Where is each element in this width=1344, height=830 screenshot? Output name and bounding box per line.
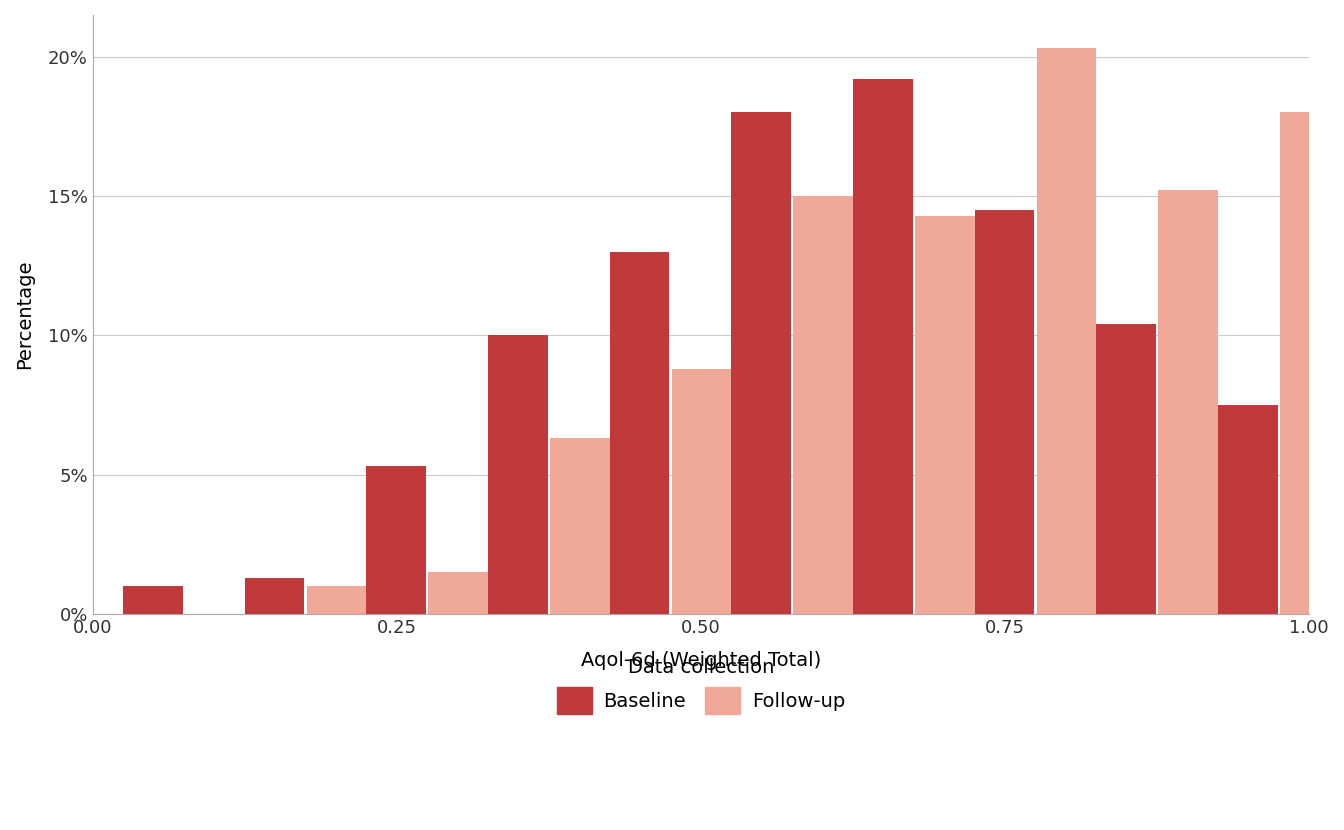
Bar <box>610 251 669 614</box>
Bar <box>1159 191 1218 614</box>
Bar <box>124 586 183 614</box>
Bar <box>793 196 853 614</box>
X-axis label: Aqol-6d (Weighted Total): Aqol-6d (Weighted Total) <box>581 651 821 670</box>
Legend: Baseline, Follow-up: Baseline, Follow-up <box>547 648 855 724</box>
Bar <box>1097 325 1156 614</box>
Bar <box>915 216 974 614</box>
Y-axis label: Percentage: Percentage <box>15 260 34 369</box>
Bar <box>853 79 913 614</box>
Bar <box>672 369 731 614</box>
Bar <box>429 572 488 614</box>
Bar <box>1218 405 1278 614</box>
Bar <box>974 210 1035 614</box>
Bar <box>731 113 792 614</box>
Bar <box>1036 48 1097 614</box>
Bar <box>245 578 304 614</box>
Bar <box>488 335 548 614</box>
Bar <box>1279 113 1340 614</box>
Bar <box>367 466 426 614</box>
Bar <box>550 438 610 614</box>
Bar <box>306 586 367 614</box>
